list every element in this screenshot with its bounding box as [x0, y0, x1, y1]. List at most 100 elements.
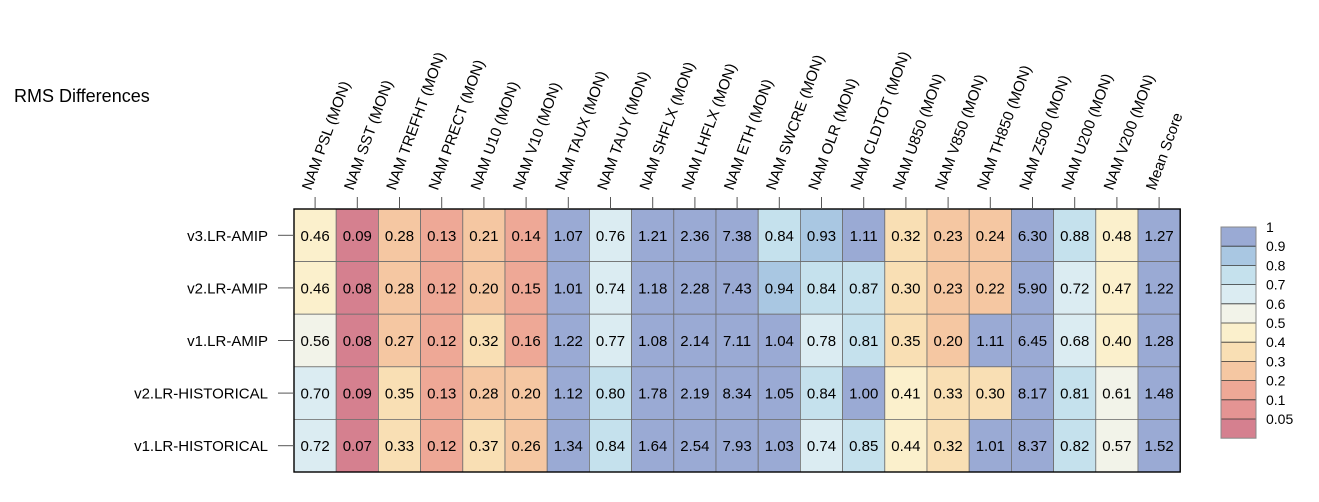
colorbar-segment	[1221, 342, 1256, 362]
cell-value: 0.28	[385, 280, 414, 297]
cell-value: 0.26	[511, 438, 540, 455]
cell-value: 0.20	[933, 333, 962, 350]
colorbar-segment	[1221, 265, 1256, 285]
cell-value: 0.72	[300, 438, 329, 455]
heatmap-cell	[589, 208, 633, 262]
cell-value: 0.22	[976, 280, 1005, 297]
cell-value: 2.54	[680, 438, 709, 455]
cell-value: 0.28	[385, 228, 414, 245]
cell-value: 0.78	[807, 333, 836, 350]
cell-value: 0.20	[511, 386, 540, 403]
cell-value: 0.85	[849, 438, 878, 455]
cell-value: 0.07	[343, 438, 372, 455]
cell-value: 0.84	[807, 280, 836, 297]
cell-value: 0.48	[1102, 228, 1131, 245]
cell-value: 0.15	[511, 280, 540, 297]
cell-value: 1.48	[1144, 386, 1173, 403]
colorbar-tick-label: 1	[1266, 219, 1274, 235]
cell-value: 0.46	[300, 280, 329, 297]
heatmap-cell	[631, 313, 675, 368]
cell-value: 1.27	[1144, 228, 1173, 245]
cell-value: 1.22	[554, 333, 583, 350]
heatmap-cell	[673, 261, 717, 315]
row-label: v2.LR-AMIP	[187, 280, 268, 297]
cell-value: 0.74	[596, 280, 625, 297]
colorbar-tick-label: 0.4	[1266, 334, 1286, 350]
heatmap-cell	[968, 366, 1012, 420]
heatmap-cell	[757, 208, 801, 262]
cell-value: 1.28	[1144, 333, 1173, 350]
colorbar-segment	[1221, 361, 1256, 381]
heatmap-cell	[884, 261, 928, 315]
cell-value: 0.87	[849, 280, 878, 297]
heatmap-cell	[1137, 261, 1181, 315]
cell-value: 0.77	[596, 333, 625, 350]
cell-value: 0.13	[427, 228, 456, 245]
heatmap-cell	[504, 261, 548, 315]
heatmap-cell	[757, 366, 801, 420]
heatmap-cell	[546, 261, 590, 315]
heatmap-cell	[800, 208, 844, 262]
cell-value: 7.43	[722, 280, 751, 297]
colorbar-segment	[1221, 419, 1256, 439]
chart-title: RMS Differences	[14, 86, 150, 106]
heatmap-cell	[377, 261, 421, 315]
heatmap-cell	[842, 366, 886, 420]
cell-value: 0.68	[1060, 333, 1089, 350]
cell-value: 0.84	[596, 438, 625, 455]
cell-value: 1.78	[638, 386, 667, 403]
colorbar-tick-label: 0.1	[1266, 392, 1286, 408]
cell-value: 0.88	[1060, 228, 1089, 245]
cell-value: 0.12	[427, 280, 456, 297]
heatmap-cell	[462, 418, 506, 473]
heatmap-cell	[842, 208, 886, 262]
row-label: v3.LR-AMIP	[187, 228, 268, 245]
cell-value: 0.08	[343, 280, 372, 297]
heatmap-cell	[926, 418, 970, 473]
heatmap-cell	[420, 313, 464, 368]
colorbar-tick-label: 0.7	[1266, 277, 1286, 293]
cell-value: 0.14	[511, 228, 540, 245]
heatmap-cell	[631, 366, 675, 420]
cell-value: 8.17	[1018, 386, 1047, 403]
cell-value: 0.94	[765, 280, 794, 297]
cell-value: 0.09	[343, 228, 372, 245]
cell-value: 2.19	[680, 386, 709, 403]
heatmap-cell	[631, 208, 675, 262]
colorbar-tick-label: 0.5	[1266, 315, 1286, 331]
cell-value: 0.61	[1102, 386, 1131, 403]
colorbar-segment	[1221, 323, 1256, 343]
heatmap-cell	[1053, 313, 1097, 368]
heatmap-cell	[420, 366, 464, 420]
cell-value: 0.76	[596, 228, 625, 245]
cell-value: 0.32	[469, 333, 498, 350]
cell-value: 0.37	[469, 438, 498, 455]
colorbar-tick-label: 0.6	[1266, 296, 1286, 312]
cell-value: 1.21	[638, 228, 667, 245]
cell-value: 7.93	[722, 438, 751, 455]
cell-value: 1.05	[765, 386, 794, 403]
heatmap-cell	[800, 366, 844, 420]
colorbar-tick-label: 0.8	[1266, 257, 1286, 273]
heatmap-cell	[715, 261, 759, 315]
cell-value: 0.20	[469, 280, 498, 297]
cell-value: 0.47	[1102, 280, 1131, 297]
heatmap-cell	[715, 418, 759, 473]
cell-value: 0.70	[300, 386, 329, 403]
cell-value: 0.35	[385, 386, 414, 403]
cell-value: 0.09	[343, 386, 372, 403]
cell-value: 0.74	[807, 438, 836, 455]
heatmap-cell	[546, 208, 590, 262]
cell-value: 7.11	[723, 333, 751, 350]
row-label: v1.LR-AMIP	[187, 333, 268, 350]
cell-value: 0.08	[343, 333, 372, 350]
heatmap-cell	[968, 313, 1012, 368]
cell-value: 1.01	[554, 280, 583, 297]
heatmap-cell	[715, 313, 759, 368]
column-label: Mean Score	[1143, 111, 1187, 193]
cell-value: 0.27	[385, 333, 414, 350]
heatmap-cell	[673, 313, 717, 368]
cell-value: 0.30	[891, 280, 920, 297]
colorbar-segment	[1221, 246, 1256, 266]
